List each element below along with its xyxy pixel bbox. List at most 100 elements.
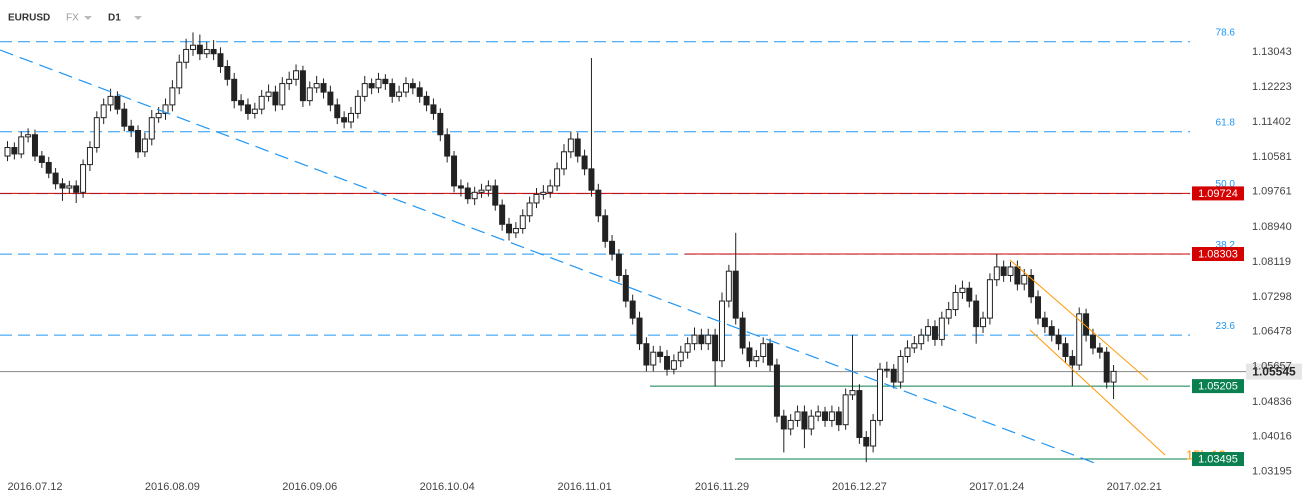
- candle-body: [512, 228, 519, 234]
- candle-body: [135, 129, 142, 153]
- candle-body: [224, 66, 231, 80]
- candle-body: [856, 390, 863, 438]
- candle-body: [835, 411, 842, 426]
- candle-body: [842, 394, 849, 426]
- candle-body: [670, 360, 677, 370]
- candle-body: [986, 279, 993, 319]
- candle-body: [45, 161, 52, 174]
- candle-body: [189, 44, 196, 50]
- candle-body: [595, 189, 602, 217]
- candle-body: [368, 83, 375, 89]
- candle-body: [677, 351, 684, 362]
- price-tag-label: 1.08303: [1198, 248, 1238, 260]
- candle-body: [80, 164, 87, 193]
- y-tick-label: 1.12223: [1252, 81, 1292, 93]
- candle-body: [890, 368, 897, 383]
- candle-body: [1103, 351, 1110, 383]
- candle-body: [155, 112, 162, 119]
- x-tick-label: 2016.10.04: [420, 481, 475, 493]
- candle-body: [787, 419, 794, 430]
- candle-body: [121, 108, 128, 127]
- candle-body: [698, 334, 705, 345]
- candle-body: [162, 104, 169, 114]
- candle-body: [1021, 274, 1028, 285]
- candle-body: [38, 155, 45, 163]
- price-tag-label: 1.09724: [1198, 188, 1238, 200]
- x-tick-label: 2016.08.09: [145, 481, 200, 493]
- channel-line: [1029, 329, 1166, 456]
- candle-body: [1069, 355, 1076, 366]
- candle-body: [4, 147, 11, 157]
- candle-body: [203, 48, 210, 55]
- candle-body: [128, 125, 135, 131]
- candle-body: [780, 415, 787, 430]
- candle-body: [1041, 317, 1048, 328]
- candle-body: [73, 185, 80, 193]
- y-tick-label: 1.04836: [1252, 396, 1292, 408]
- candle-body: [59, 183, 66, 189]
- candle-body: [622, 274, 629, 302]
- candle-body: [86, 147, 93, 166]
- price-tags: 15h 12m1.097241.083031.052051.034951.055…: [1186, 186, 1302, 467]
- candle-body: [959, 287, 966, 294]
- candle-body: [609, 240, 616, 255]
- candle-body: [244, 104, 251, 114]
- dropdown-arrow[interactable]: [134, 16, 142, 20]
- fib-label: 23.6: [1216, 321, 1236, 332]
- last-price-label: 1.05545: [1252, 364, 1296, 378]
- candle-body: [334, 104, 341, 119]
- candle-body: [361, 83, 368, 97]
- fib-label: 38.2: [1216, 240, 1236, 251]
- candle-body: [684, 343, 691, 353]
- candle-body: [348, 112, 354, 123]
- candle-body: [554, 168, 561, 187]
- candle-body: [801, 411, 808, 430]
- candle-body: [739, 317, 746, 349]
- candle-body: [499, 204, 506, 225]
- candle-body: [533, 193, 540, 204]
- candle-body: [883, 368, 890, 371]
- candle-body: [1062, 343, 1069, 357]
- candle-body: [66, 185, 73, 189]
- candle-body: [643, 343, 650, 366]
- candle-body: [217, 53, 224, 68]
- candle-body: [574, 138, 581, 157]
- price-tag-label: 1.03495: [1198, 453, 1238, 465]
- candle-body: [526, 202, 533, 217]
- y-tick-label: 1.11402: [1252, 116, 1291, 128]
- candle-body: [265, 91, 272, 97]
- candle-body: [567, 138, 574, 153]
- x-tick-label: 2016.11.01: [557, 481, 611, 493]
- candle-body: [141, 138, 148, 153]
- candle-body: [430, 104, 437, 114]
- y-tick-label: 1.13043: [1252, 46, 1292, 58]
- candle-body: [636, 317, 643, 345]
- candle-body: [258, 95, 265, 110]
- candle-body: [11, 147, 18, 155]
- candle-body: [451, 155, 458, 187]
- candle-body: [464, 187, 471, 200]
- candle-body: [540, 191, 547, 195]
- candle-body: [828, 411, 835, 421]
- candle-body: [712, 334, 719, 362]
- candle-body: [1055, 334, 1062, 345]
- dropdown-arrow[interactable]: [84, 16, 92, 20]
- candle-body: [863, 436, 870, 447]
- candle-body: [767, 343, 774, 366]
- candle-body: [1000, 266, 1007, 276]
- candle-body: [107, 95, 114, 106]
- candle-body: [485, 185, 492, 191]
- candle-body: [279, 83, 286, 106]
- candle-body: [815, 411, 822, 417]
- candle-body: [849, 390, 856, 396]
- candle-body: [382, 78, 389, 85]
- timeframe: D1: [108, 13, 121, 24]
- candle-body: [231, 78, 238, 102]
- candle-body: [31, 134, 38, 157]
- candle-body: [794, 411, 801, 421]
- candle-body: [650, 351, 657, 366]
- candle-body: [251, 108, 258, 114]
- trend-line: [0, 49, 1101, 466]
- candle-body: [423, 95, 430, 106]
- candle-body: [396, 91, 403, 97]
